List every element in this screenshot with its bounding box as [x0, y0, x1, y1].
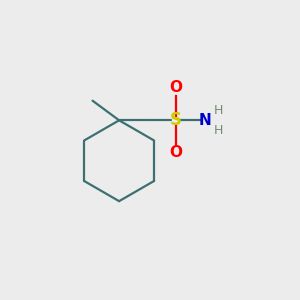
Text: S: S [170, 111, 182, 129]
Text: O: O [169, 146, 182, 160]
Text: H: H [214, 124, 224, 136]
Text: O: O [169, 80, 182, 95]
Text: N: N [198, 113, 211, 128]
Text: H: H [214, 104, 224, 117]
